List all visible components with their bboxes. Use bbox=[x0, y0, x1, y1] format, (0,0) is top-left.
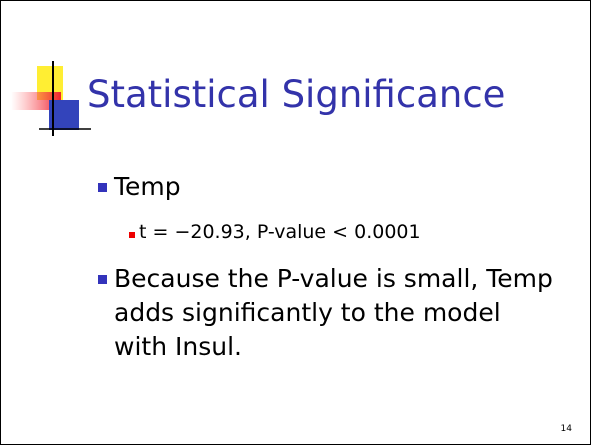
sub-bullet-marker bbox=[129, 232, 135, 238]
slide-title: Statistical Significance bbox=[87, 73, 506, 116]
bullet-marker bbox=[98, 183, 107, 192]
title-decoration bbox=[11, 61, 91, 136]
sub-bullet-text: t = −20.93, P-value < 0.0001 bbox=[139, 221, 421, 243]
bullet-text: Temp bbox=[114, 172, 181, 201]
bullet-marker bbox=[98, 275, 107, 284]
bullet-text: Because the P-value is small, Temp adds … bbox=[114, 264, 553, 361]
page-number: 14 bbox=[560, 424, 572, 434]
